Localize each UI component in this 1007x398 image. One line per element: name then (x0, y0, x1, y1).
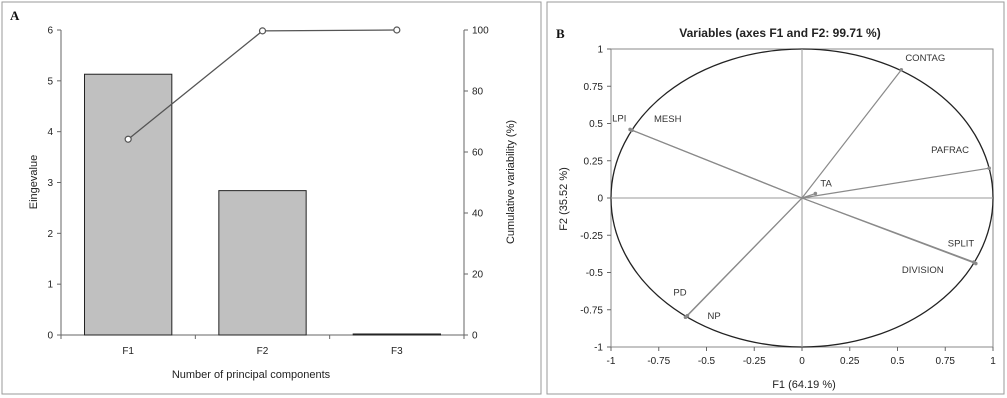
vector-point-mesh (630, 128, 634, 133)
cumulative-point-f2 (258, 27, 267, 35)
circle-y-tick-label: 0.75 (584, 82, 604, 93)
scree-y-axis-label: Eingevalue (28, 155, 40, 209)
vector-label-split: SPLIT (948, 239, 975, 250)
scree-y2-tick-label: 40 (472, 209, 484, 220)
scree-bar-f1 (84, 73, 173, 336)
panel-b-letter: B (556, 26, 565, 41)
scree-x-axis-label: Number of principal components (172, 369, 331, 381)
scree-y2-tick-label: 100 (472, 26, 489, 37)
scree-x-tick-label: F1 (122, 346, 134, 357)
scree-x-tick-label: F2 (257, 346, 269, 357)
circle-y-tick-label: -0.5 (586, 268, 604, 279)
cumulative-point-f1 (124, 135, 132, 143)
vector-label-mesh: MESH (654, 114, 682, 125)
correlation-circle-plot: Variables (axes F1 and F2: 99.71 %) -1 -0… (558, 26, 996, 391)
circle-x-tick-label: 0.5 (891, 356, 905, 367)
scree-y-tick-label: 3 (47, 178, 53, 189)
circle-x-axis-label: F1 (64.19 %) (772, 379, 836, 391)
panel-a-letter: A (10, 8, 20, 23)
scree-y2-tick-label: 0 (472, 331, 478, 342)
scree-bar-f3 (352, 333, 441, 336)
vector-point-np (683, 315, 688, 320)
scree-plot: 0 1 2 3 4 5 6 0 20 40 60 80 100 F1 F2 F3 Number of pr… (28, 26, 517, 382)
cumulative-point-f3 (393, 26, 401, 34)
scree-y2-tick-label: 20 (472, 270, 484, 281)
circle-x-tick-label: 1 (990, 356, 996, 367)
scree-y-tick-label: 4 (47, 127, 53, 138)
scree-bar-f2 (218, 190, 307, 336)
scree-y-tick-label: 6 (47, 26, 53, 37)
scree-x-ticks: F1 F2 F3 (60, 335, 465, 357)
circle-x-tick-label: 0.75 (936, 356, 956, 367)
circle-x-ticks: -1 -0.75 -0.5 -0.25 0 0.25 0.5 0.75 1 (607, 347, 996, 367)
scree-y2-axis-label: Cumulative variability (%) (505, 120, 517, 244)
vector-np (685, 197, 803, 318)
circle-y-ticks: 1 0.75 0.5 0.25 0 -0.25 -0.5 -0.75 -1 (580, 45, 611, 354)
scree-y2-tick-label: 80 (472, 87, 484, 98)
scree-y-tick-label: 1 (47, 280, 53, 291)
vector-ta (801, 192, 816, 199)
vector-point-pafrac (987, 166, 991, 170)
vector-pafrac (801, 167, 990, 199)
vector-mesh (631, 129, 803, 199)
circle-chart-title: Variables (axes F1 and F2: 99.71 %) (679, 26, 880, 40)
variable-vectors: CONTAG LPI MESH PAFRAC TA SPLIT DIVISION PD NP (612, 53, 991, 322)
circle-y-tick-label: 1 (597, 45, 603, 56)
vector-point-ta (813, 191, 818, 196)
scree-y2-ticks: 0 20 40 60 80 100 (464, 26, 489, 342)
vector-division (801, 197, 975, 263)
vector-contag (801, 69, 902, 199)
scree-y-tick-label: 2 (47, 229, 53, 240)
circle-x-tick-label: 0.25 (840, 356, 860, 367)
vector-label-pd: PD (673, 288, 686, 299)
vector-label-division: DIVISION (902, 265, 944, 276)
scree-y-tick-label: 0 (47, 331, 53, 342)
scree-y2-tick-label: 60 (472, 148, 484, 159)
vector-point-contag (899, 68, 904, 72)
vector-label-pafrac: PAFRAC (931, 145, 969, 156)
vector-label-contag: CONTAG (905, 53, 945, 64)
circle-y-tick-label: -1 (594, 343, 603, 354)
circle-y-axis-label: F2 (35.52 %) (558, 167, 570, 231)
circle-x-tick-label: -1 (607, 356, 616, 367)
circle-y-tick-label: -0.25 (580, 231, 603, 242)
scree-y-tick-label: 5 (47, 76, 53, 87)
vector-label-np: NP (707, 311, 720, 322)
vector-label-ta: TA (820, 179, 832, 190)
vector-point-division (972, 260, 976, 264)
scree-y-ticks: 0 1 2 3 4 5 6 (47, 26, 61, 342)
circle-x-tick-label: -0.25 (743, 356, 766, 367)
scree-x-tick-label: F3 (391, 346, 403, 357)
circle-x-tick-label: -0.75 (647, 356, 670, 367)
circle-x-tick-label: 0 (799, 356, 805, 367)
circle-y-tick-label: -0.75 (580, 305, 603, 316)
vector-label-lpi: LPI (612, 113, 626, 124)
scree-bars (84, 73, 441, 336)
circle-y-tick-label: 0 (597, 194, 603, 205)
cumulative-line (124, 26, 401, 143)
circle-x-tick-label: -0.5 (698, 356, 716, 367)
circle-y-tick-label: 0.25 (584, 156, 604, 167)
circle-y-tick-label: 0.5 (589, 119, 603, 130)
